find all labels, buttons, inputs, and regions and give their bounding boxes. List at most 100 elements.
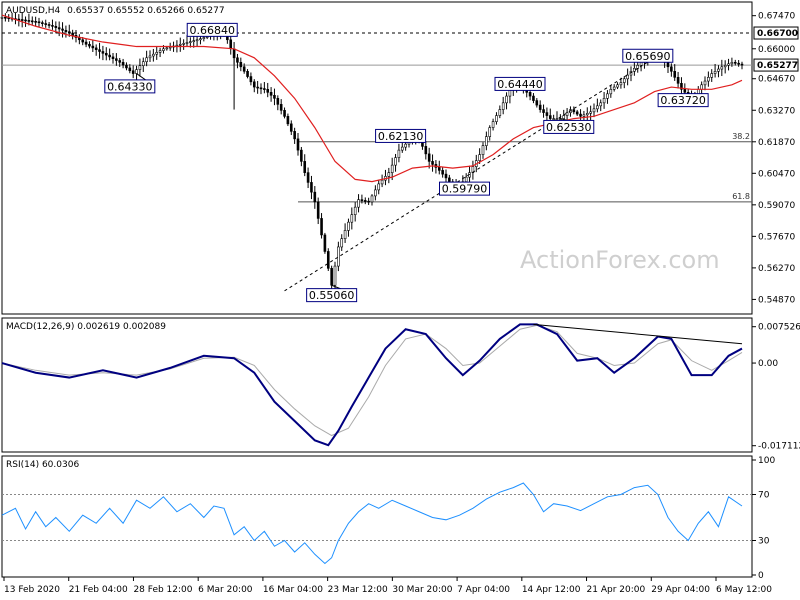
candle-body — [316, 201, 320, 219]
macd-tick-label: 0.007526 — [758, 323, 800, 333]
candle-body — [269, 92, 273, 96]
resistance-tag-text: 0.66700 — [757, 29, 798, 39]
candle — [24, 16, 27, 27]
candle — [505, 92, 508, 110]
candle — [737, 60, 740, 67]
candle — [357, 194, 360, 213]
candle-body — [363, 200, 367, 202]
candle-body — [565, 112, 569, 116]
candle-body — [158, 50, 162, 53]
macd-panel-frame — [1, 317, 753, 453]
candle — [390, 157, 394, 181]
candle — [125, 62, 128, 71]
candle-body — [0, 16, 4, 19]
candle — [528, 90, 532, 101]
candle — [94, 44, 98, 56]
candle — [269, 87, 273, 102]
candle — [377, 179, 381, 195]
candle-body — [276, 98, 280, 105]
candle — [602, 92, 606, 109]
candle-body — [622, 78, 626, 83]
candle — [20, 12, 24, 28]
candle — [189, 37, 192, 48]
macd-lines — [1, 323, 743, 447]
candle — [47, 22, 51, 29]
current-price-tag-box — [753, 58, 799, 72]
candle — [41, 20, 44, 27]
rsi-line — [1, 482, 743, 565]
candle-body — [41, 22, 44, 24]
candle-body — [740, 63, 744, 66]
candle-body — [111, 56, 115, 59]
time-tick-label: 16 Mar 04:00 — [263, 585, 323, 595]
price-label-text: 0.62530 — [546, 121, 592, 134]
candle — [710, 69, 714, 82]
rsi-tick-label: 70 — [758, 491, 770, 501]
candle-body — [353, 206, 357, 215]
candle — [431, 154, 434, 172]
candle-body — [427, 153, 431, 162]
candle-body — [199, 38, 202, 41]
rsi-y-axis: 100 70 30 0 — [752, 456, 775, 581]
price-label-box — [494, 76, 546, 91]
price-moving-average — [1, 14, 743, 183]
price-tick-label: 0.61870 — [758, 138, 795, 148]
candle — [121, 58, 125, 69]
price-tick-label: 0.63270 — [758, 106, 795, 116]
candle — [283, 107, 286, 119]
candle-body — [303, 161, 307, 173]
candle-body — [387, 172, 391, 177]
candle-body — [273, 95, 276, 99]
watermark: ActionForex.com — [520, 246, 720, 274]
candle — [44, 19, 48, 28]
candle-body — [283, 110, 286, 117]
candle-body — [340, 238, 344, 248]
candle — [30, 16, 34, 25]
macd-y-axis: 0.007526 0.00 -0.017112 — [752, 323, 800, 452]
candle-body — [626, 74, 629, 80]
time-tick-label: 7 Apr 04:00 — [457, 585, 510, 595]
price-tick-label: 0.56270 — [758, 264, 795, 274]
price-label: 0.64440 — [494, 76, 546, 91]
candle — [340, 234, 344, 251]
candle-body — [27, 20, 31, 22]
candle — [350, 207, 354, 230]
candle-body — [88, 43, 91, 47]
candle-body — [713, 71, 717, 74]
candle-body — [555, 118, 559, 120]
candle — [609, 85, 613, 98]
candle — [239, 57, 243, 72]
candle — [320, 213, 323, 239]
candle-body — [259, 87, 263, 90]
macd-tick-label: 0.00 — [758, 359, 778, 369]
candle-body — [437, 167, 441, 171]
candle — [740, 61, 744, 70]
candle — [616, 82, 619, 90]
candle — [575, 109, 579, 116]
candle — [717, 65, 720, 78]
candle — [619, 77, 623, 89]
candle — [276, 95, 280, 111]
candle-body — [596, 105, 599, 110]
candle-body — [54, 25, 58, 28]
candle-body — [195, 39, 199, 42]
candle-body — [343, 230, 347, 239]
candle-body — [236, 57, 239, 63]
candle — [0, 15, 4, 21]
macd-tick-label: -0.017112 — [758, 442, 800, 452]
candle — [289, 120, 293, 136]
candle — [300, 146, 303, 167]
candle — [347, 218, 350, 237]
candle — [707, 71, 710, 87]
candle — [316, 197, 320, 225]
candle — [337, 241, 340, 272]
candle-body — [135, 69, 138, 74]
time-tick-label: 21 Apr 20:00 — [587, 585, 646, 595]
price-label-box — [543, 119, 595, 134]
candle — [279, 99, 283, 115]
candle-body — [572, 109, 576, 113]
candle — [343, 223, 347, 243]
candle — [703, 76, 707, 91]
candle-body — [542, 109, 545, 113]
candle-body — [481, 145, 485, 155]
